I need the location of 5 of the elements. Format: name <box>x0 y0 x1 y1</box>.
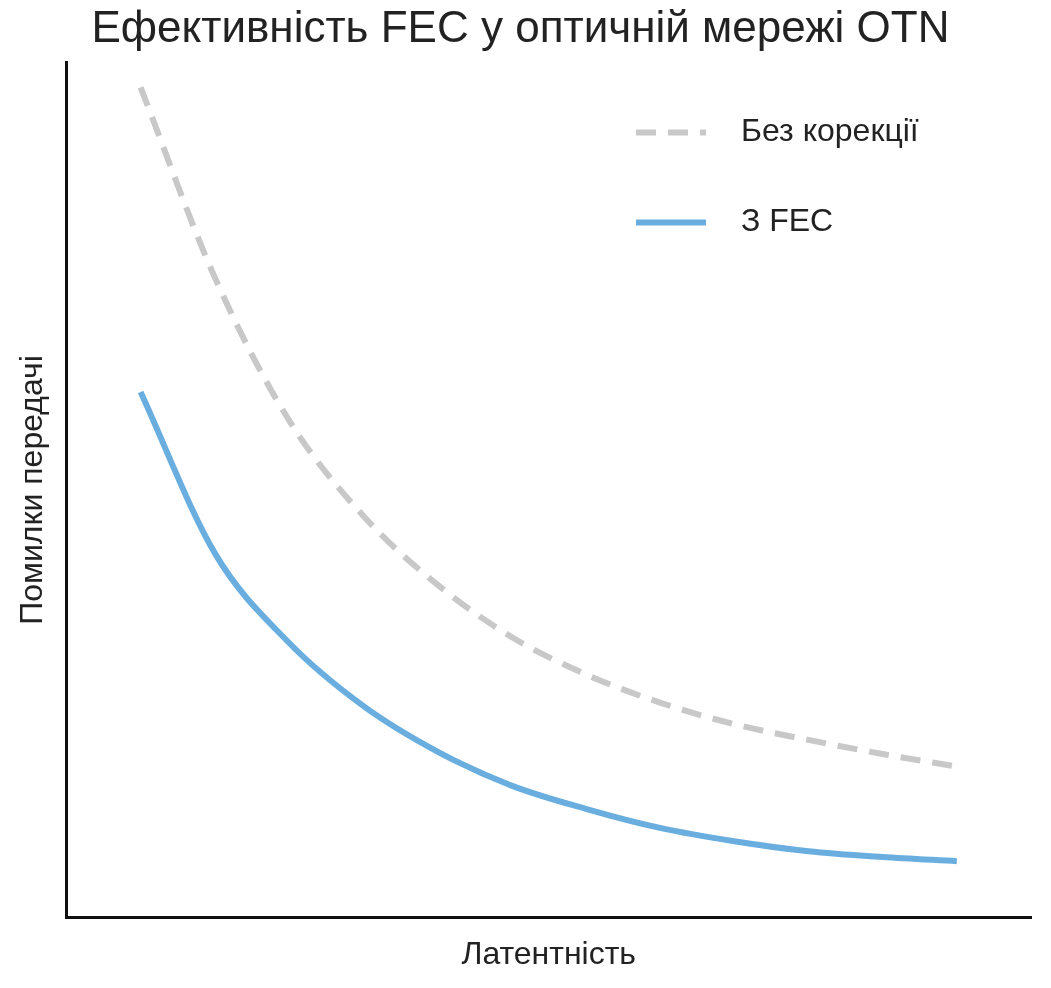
x-axis-title: Латентність <box>461 934 637 971</box>
legend-label: Без корекції <box>741 112 919 149</box>
legend-label: З FEC <box>741 202 834 239</box>
chart-title: Ефективність FEC у оптичній мережі OTN <box>91 2 950 52</box>
y-axis-title: Помилки передачі <box>13 355 50 625</box>
